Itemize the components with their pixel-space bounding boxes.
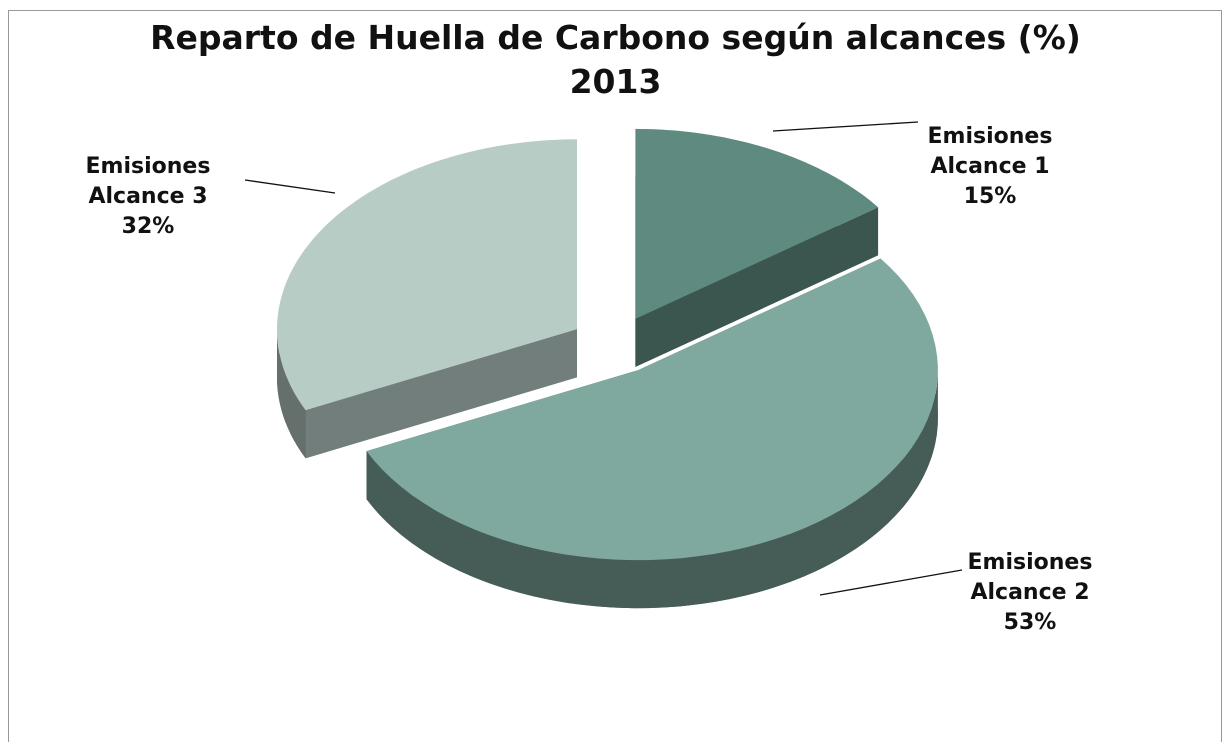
value-label: 32% [121,214,175,239]
slice-label: Emisiones Alcance 3 [85,154,211,209]
value-label: 53% [1003,610,1057,635]
value-label: 15% [963,184,1017,209]
slice-edge-wall [305,329,577,459]
chart-frame [8,10,1222,742]
slice-edge-wall [635,207,879,367]
chart-subtitle: 2013 [569,62,662,101]
slice-outer-wall [277,329,306,459]
slice [366,258,938,561]
leader-line [819,569,963,596]
slice-outer-wall [366,370,938,609]
slice [277,139,577,411]
slice-label: Emisiones Alcance 1 [927,124,1053,179]
slice-label: Emisiones Alcance 2 [967,550,1093,605]
leader-line [244,179,336,194]
leader-line [772,121,919,132]
slice [635,128,879,319]
chart-title: Reparto de Huella de Carbono según alcan… [150,18,1081,57]
